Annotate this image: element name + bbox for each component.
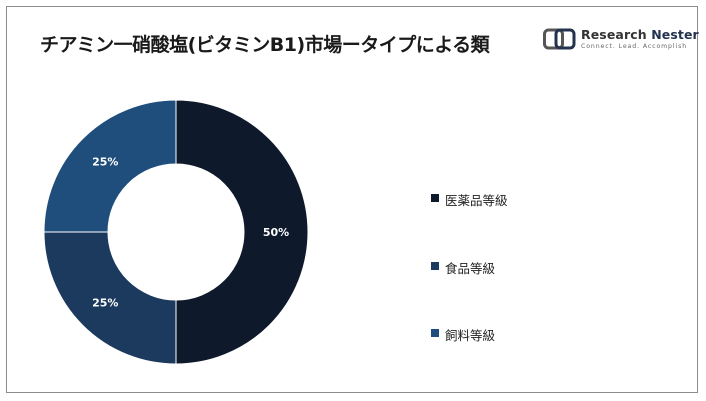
legend-swatch-1 (431, 194, 439, 202)
donut-slice-3 (43, 99, 177, 233)
data-label-2: 25% (92, 297, 118, 310)
legend-label-3: 飼料等級 (445, 328, 496, 343)
logo-name-nester: Nester (651, 27, 699, 42)
logo-icon (543, 28, 576, 50)
logo-tagline: Connect. Lead. Accomplish (581, 43, 688, 50)
legend-swatch-3 (431, 329, 439, 337)
research-nester-logo: Research Nester Connect. Lead. Accomplis… (543, 27, 699, 53)
chart-title: チアミン一硝酸塩(ビタミンB1)市場ータイプによる類 (40, 34, 490, 56)
donut-slice-2 (43, 231, 177, 365)
logo-name: Research Nester (581, 27, 699, 42)
logo-name-research: Research (581, 27, 647, 42)
data-label-3: 25% (92, 155, 118, 168)
legend-label-2: 食品等級 (445, 261, 496, 276)
legend-swatch-2 (431, 262, 439, 270)
legend-label-1: 医薬品等級 (445, 193, 508, 208)
data-label-1: 50% (263, 226, 289, 239)
donut-slice-1 (175, 99, 309, 365)
